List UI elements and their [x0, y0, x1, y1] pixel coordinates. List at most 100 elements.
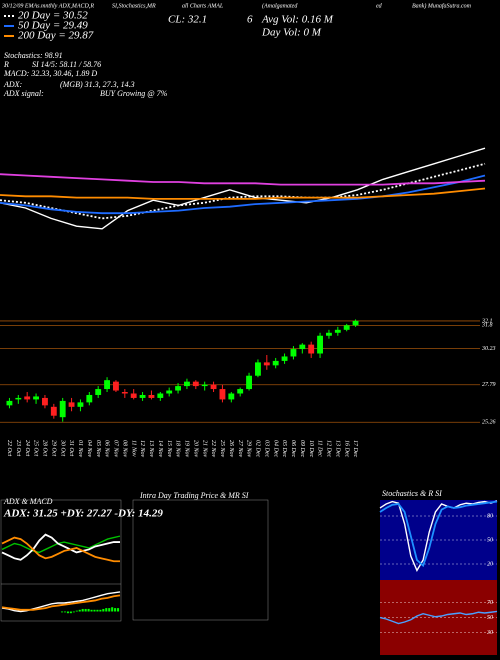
histogram-bar [93, 609, 96, 612]
stat-text: SI 14/5: 58.11 / 58.76 [32, 60, 101, 69]
y-tick-label: 27.79 [482, 382, 496, 388]
histogram-bar [61, 611, 64, 613]
adx-text: ADX: [3, 80, 23, 89]
histogram-bar [111, 607, 114, 612]
avg-volume: Avg Vol: 0.16 M [261, 14, 334, 26]
day-volume: Day Vol: 0 M [261, 27, 322, 39]
candle-body [246, 375, 252, 390]
x-tick-label: 03 Dec [263, 440, 269, 457]
histogram-bar [78, 609, 81, 612]
histogram-bar [75, 610, 78, 612]
series-line [0, 187, 486, 200]
x-tick-label: 21 Nov [201, 440, 207, 458]
x-tick-label: 11 Dec [317, 440, 323, 457]
x-tick-label: 28 Oct [42, 440, 48, 456]
candle-body [272, 360, 279, 366]
candle-body [86, 394, 93, 403]
y-tick-label: 25.26 [482, 420, 496, 426]
x-tick-label: 06 Nov [104, 440, 110, 458]
x-tick-label: 24 Oct [24, 440, 31, 456]
series-line [0, 173, 486, 186]
candle-body [255, 362, 261, 376]
histogram-bar [87, 608, 90, 612]
header-text: ed [376, 3, 383, 9]
x-tick-label: 10 Dec [308, 440, 314, 457]
series-line [1, 536, 120, 563]
histogram-bar [81, 608, 84, 612]
x-tick-label: 05 Dec [281, 440, 287, 457]
histogram-bar [117, 608, 120, 612]
candle-body [290, 349, 297, 357]
x-tick-label: 29 Nov [246, 440, 252, 458]
candle-body [352, 320, 359, 326]
histogram-bar [108, 608, 111, 612]
series-line [0, 147, 486, 230]
candle-body [68, 402, 75, 407]
series-line [379, 500, 498, 568]
panel-label: ADX: 31.25 +DY: 27.27 -DY: 14.29 [3, 508, 163, 520]
candle-body [166, 390, 173, 394]
panel-title: Stochastics & R SI [382, 489, 442, 498]
candle-body [175, 386, 181, 391]
x-tick-label: 01 Nov [77, 440, 83, 458]
y-tick-label: 70 [487, 600, 493, 606]
candle-body [157, 393, 164, 398]
histogram-bar [96, 609, 99, 612]
x-tick-label: 12 Dec [326, 440, 332, 457]
x-tick-label: 30 Oct [59, 439, 65, 456]
y-tick-label: 50 [487, 615, 493, 621]
candle-body [219, 389, 226, 400]
candle-body [104, 380, 110, 390]
x-tick-label: 23 Oct [15, 440, 21, 456]
candle-body [299, 344, 306, 350]
x-tick-label: 13 Dec [334, 440, 340, 457]
candle-body [6, 400, 13, 406]
candle-body [42, 397, 48, 406]
x-tick-label: 15 Nov [166, 440, 172, 458]
x-tick-label: 29 Oct [50, 440, 56, 456]
x-tick-label: 14 Nov [157, 440, 164, 458]
candle-body [201, 384, 208, 387]
candle-body [77, 402, 84, 407]
candle-body [263, 362, 270, 366]
x-tick-label: 07 Nov [113, 440, 119, 458]
candle-body [139, 394, 146, 398]
candle-body [334, 329, 341, 333]
y-tick-label: 30.23 [481, 346, 496, 352]
adx-text: ADX signal: [3, 89, 44, 98]
x-tick-label: 18 Nov [175, 440, 181, 458]
candle-body [317, 335, 323, 354]
histogram-bar [84, 608, 87, 612]
close-suffix: 6 [247, 14, 253, 26]
y-tick-label: 30 [486, 630, 493, 636]
y-tick-label: 80 [487, 513, 493, 519]
x-tick-label: 25 Nov [219, 440, 225, 458]
panel-title: Intra Day Trading Price & MR SI [139, 491, 249, 500]
histogram-bar [69, 611, 72, 614]
x-tick-label: 17 Dec [352, 440, 358, 457]
series-line [1, 535, 121, 554]
x-tick-label: 22 Oct [6, 440, 12, 456]
intraday-panel [132, 499, 269, 621]
x-tick-label: 20 Nov [192, 440, 198, 458]
x-tick-label: 31 Oct [68, 439, 74, 456]
x-tick-label: 26 Nov [228, 440, 234, 458]
candle-body [326, 332, 332, 336]
adx-text: (MGB) 31.3, 27.3, 14.3 [60, 80, 135, 89]
histogram-bar [99, 609, 102, 612]
series-line [1, 594, 121, 611]
candle-body [130, 393, 137, 398]
candle-body [343, 325, 350, 330]
header-text: all Charts AMAL [182, 3, 224, 9]
candle-body [228, 393, 235, 400]
histogram-bar [72, 611, 75, 613]
x-tick-label: 02 Dec [255, 440, 261, 457]
candle-body [281, 356, 288, 361]
x-tick-label: 06 Dec [290, 440, 296, 457]
series-line [1, 533, 120, 561]
x-tick-label: 11 Nov [130, 440, 136, 457]
x-tick-label: 04 Nov [86, 440, 93, 458]
histogram-bar [63, 611, 67, 613]
